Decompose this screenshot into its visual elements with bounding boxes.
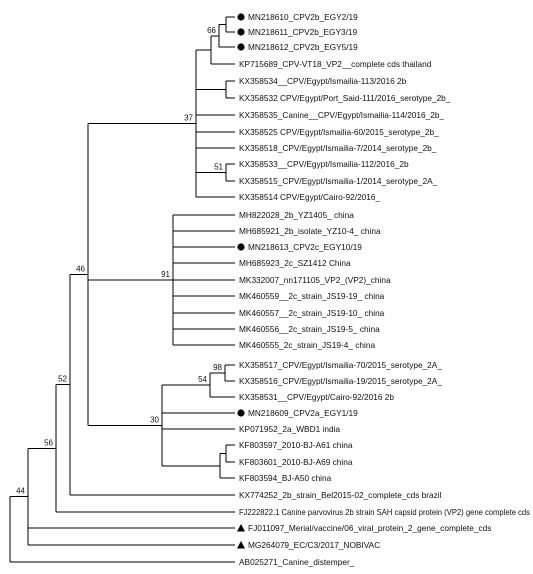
taxon-label: MK460559__2c_strain_JS19-19_ china	[239, 291, 385, 301]
filled-triangle-marker-icon	[237, 541, 245, 549]
taxon-label: MN218610_CPV2b_EGY2/19	[248, 12, 358, 22]
taxon-label: KF803594_BJ-A50 china	[239, 473, 332, 483]
taxon-label: AB025271_Canine_distemper_	[239, 557, 355, 567]
filled-circle-marker-icon	[237, 43, 245, 51]
taxon-label: MN218613_CPV2c_EGY10/19	[248, 242, 362, 252]
taxon-label: MN218609_CPV2a_EGY1/19	[248, 408, 358, 418]
taxon-label: KX358533__CPV/Egypt/Ismailia-112/2016_2b	[239, 159, 409, 169]
taxon-label: KX358517_CPV/Egypt/Ismailia-70/2015_sero…	[239, 360, 442, 370]
bootstrap-value: 51	[214, 163, 223, 172]
taxon-label: FJ011097_Merial/vaccine/06_viral_protein…	[248, 523, 491, 533]
bootstrap-value: 56	[44, 438, 53, 447]
taxon-label: MN218612_CPV2b_EGY5/19	[248, 42, 358, 52]
taxon-label: MK332007_nn171105_VP2_(VP2)_china	[239, 275, 391, 285]
bootstrap-value: 44	[16, 487, 25, 496]
taxon-label: KX358514 CPV/Egypt/Cairo-92/2016_	[239, 192, 381, 202]
taxon-label: KF803597_2010-BJ-A61 china	[239, 440, 353, 450]
bootstrap-value: 30	[150, 415, 159, 424]
taxon-label: MH685923_2c_SZ1412 China	[239, 258, 351, 268]
taxon-label: KP715689_CPV-VT18_VP2__complete cds thai…	[239, 59, 432, 69]
taxon-label: KX774252_2b_strain_Bel2015-02_complete_c…	[239, 490, 442, 500]
taxon-label: KX358516_CPV/Egypt/Ismailia-19/2015_sero…	[239, 376, 442, 386]
bootstrap-value: 46	[76, 264, 85, 273]
taxon-label: MK460555_2c_strain_JS19-4_ china	[239, 340, 375, 350]
taxon-label: KX358525 CPV/Egypt/Ismailia-60/2015_sero…	[239, 127, 439, 137]
taxon-label: FJ222822.1 Canine parvovirus 2b strain S…	[239, 507, 530, 517]
taxon-label: KX358535_Canine__CPV/Egypt/Ismailia-114/…	[239, 110, 444, 120]
taxon-label: KX358531__CPV/Egypt/Cairo-92/2016 2b	[239, 392, 394, 402]
bootstrap-value: 54	[198, 375, 207, 384]
taxon-label: MK460557__2c_strain_JS19-10_ china	[239, 308, 385, 318]
bootstrap-value: 37	[184, 113, 193, 122]
taxon-label: MH685921_2b_isolate_YZ10-4_ china	[239, 226, 381, 236]
filled-circle-marker-icon	[237, 409, 245, 417]
taxon-label: KX358518_CPV/Egypt/Ismailia-7/2014_serot…	[239, 143, 437, 153]
taxon-label: KX358515_CPV/Egypt/Ismailia-1/2014_serot…	[239, 176, 438, 186]
taxon-label: MK460556__2c_strain_JS19-5_ china	[239, 324, 380, 334]
filled-circle-marker-icon	[237, 13, 245, 21]
taxon-label: MH822028_2b_YZ1405_ china	[239, 210, 354, 220]
bootstrap-value: 91	[161, 270, 170, 279]
taxon-label: KX358532 CPV/Egypt/Port_Said-111/2016_se…	[239, 93, 451, 103]
taxon-label: KF803601_2010-BJ-A69 china	[239, 457, 353, 467]
taxon-label: KP071952_2a_WBD1 india	[239, 424, 340, 434]
bootstrap-value: 66	[207, 26, 216, 35]
tree-branches	[9, 16, 235, 563]
filled-triangle-marker-icon	[237, 524, 245, 532]
taxon-label: MN218611_CPV2b_EGY3/19	[248, 27, 358, 37]
filled-circle-marker-icon	[237, 28, 245, 36]
filled-circle-marker-icon	[237, 243, 245, 251]
taxon-labels: MN218610_CPV2b_EGY2/19 MN218611_CPV2b_EGY…	[237, 12, 530, 567]
taxon-label: MG264079_EC/C3/2017_NOBIVAC	[248, 540, 380, 550]
bootstrap-value: 52	[58, 375, 67, 384]
taxon-label: KX358534__CPV/Egypt/Ismailia-113/2016 2b	[239, 76, 407, 86]
bootstrap-value: 98	[213, 363, 222, 372]
bootstrap-values: 66 51 37 91 98 54 30 46 52 56 44	[16, 26, 223, 496]
